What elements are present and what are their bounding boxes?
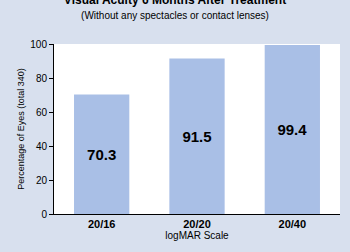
svg-text:100: 100 <box>30 39 47 50</box>
svg-text:20/40: 20/40 <box>279 218 307 230</box>
svg-text:70.3: 70.3 <box>87 146 116 163</box>
svg-text:0: 0 <box>41 209 47 220</box>
svg-text:60: 60 <box>36 107 48 118</box>
svg-text:80: 80 <box>36 73 48 84</box>
svg-text:40: 40 <box>36 141 48 152</box>
svg-text:99.4: 99.4 <box>277 121 307 138</box>
svg-text:logMAR Scale: logMAR Scale <box>165 230 229 241</box>
svg-text:20/20: 20/20 <box>183 218 211 230</box>
svg-text:91.5: 91.5 <box>182 128 211 145</box>
svg-text:Percentage of Eyes (total 340): Percentage of Eyes (total 340) <box>16 68 26 190</box>
svg-text:Visual Acuity 6 Months After T: Visual Acuity 6 Months After Treatment(W… <box>64 0 286 21</box>
svg-text:20/16: 20/16 <box>88 218 116 230</box>
svg-text:20: 20 <box>36 175 48 186</box>
